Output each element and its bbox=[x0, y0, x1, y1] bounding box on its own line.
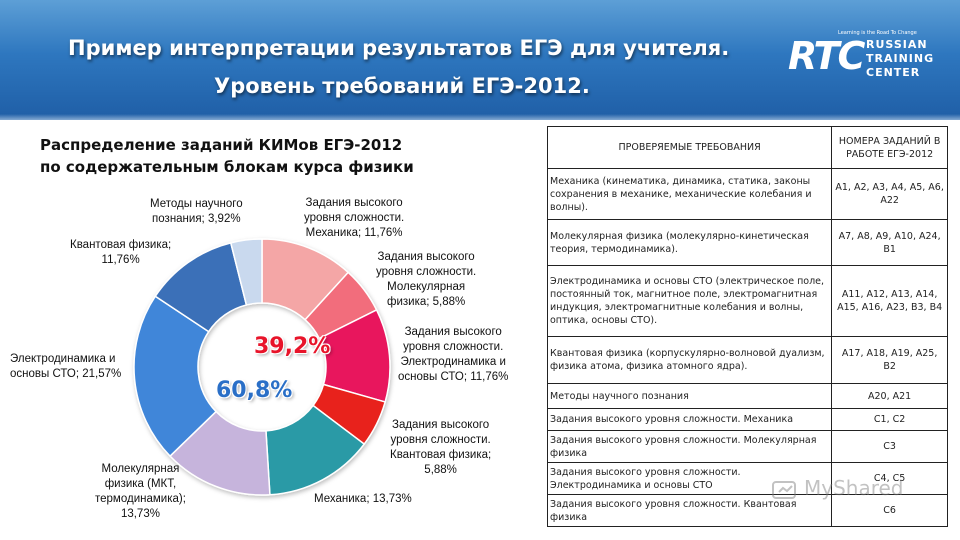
logo-word: RUSSIAN bbox=[866, 38, 928, 51]
table-row: Задания высокого уровня сложности. Квант… bbox=[546, 494, 948, 527]
row-task-numbers: А7, А8, А9, А10, А24, В1 bbox=[831, 219, 948, 266]
slice-label: Квантовая физика; 11,76% bbox=[70, 238, 171, 268]
slice-label: Методы научного познания; 3,92% bbox=[150, 197, 243, 227]
row-requirement: Задания высокого уровня сложности. Квант… bbox=[546, 494, 833, 527]
slice-label-line: Электродинамика и bbox=[400, 356, 506, 368]
table-row: Квантовая физика (корпускулярно-волновой… bbox=[546, 336, 948, 384]
slice-label-line: уровня сложности. bbox=[403, 341, 504, 353]
slice-label: Задания высокого уровня сложности. Молекул… bbox=[376, 250, 476, 310]
table-row: Задания высокого уровня сложности. Элект… bbox=[546, 462, 948, 495]
row-requirement: Квантовая физика (корпускулярно-волновой… bbox=[546, 336, 833, 384]
slice-label: Механика; 13,73% bbox=[314, 492, 412, 507]
slice-label-line: Квантовая физика; bbox=[390, 449, 492, 461]
logo-words: RUSSIAN TRAINING CENTER bbox=[866, 38, 934, 80]
slice-label-line: Задания высокого bbox=[377, 251, 475, 263]
slice-label-line: Молекулярная bbox=[387, 281, 466, 293]
slice-label-line: Методы научного bbox=[150, 198, 243, 210]
table-row: Методы научного познания А20, А21 bbox=[546, 383, 948, 409]
slice-label-line: Задания высокого bbox=[305, 197, 403, 209]
slice-label-line: 5,88% bbox=[424, 464, 457, 476]
slice-label-line: физика; 5,88% bbox=[386, 296, 466, 308]
table-row: Задания высокого уровня сложности. Молек… bbox=[546, 430, 948, 463]
slice-label-line: основы СТО; 21,57% bbox=[10, 368, 122, 380]
high-level-total-label: 39,2% bbox=[254, 334, 331, 359]
slice-label-line: 11,76% bbox=[101, 254, 140, 266]
slice-label-line: Квантовая физика; bbox=[70, 239, 172, 251]
slice-label-line: физика (МКТ, bbox=[104, 478, 177, 490]
row-task-numbers: С4, С5 bbox=[831, 462, 948, 495]
logo-word: TRAINING bbox=[866, 52, 935, 65]
pie-slice bbox=[133, 295, 218, 458]
slice-label: Задания высокого уровня сложности. Электро… bbox=[398, 325, 508, 385]
slice-label: Задания высокого уровня сложности. Квантов… bbox=[390, 418, 491, 478]
slice-label-line: уровня сложности. bbox=[390, 434, 491, 446]
row-task-numbers: С3 bbox=[831, 430, 948, 463]
header-task-numbers: НОМЕРА ЗАДАНИЙ В РАБОТЕ ЕГЭ-2012 bbox=[831, 126, 948, 169]
basic-total-label: 60,8% bbox=[216, 378, 293, 403]
slice-label-line: основы СТО; 11,76% bbox=[398, 371, 509, 383]
slice-label-line: Механика; 11,76% bbox=[305, 227, 403, 239]
table-row: Молекулярная физика (молекулярно-кинетич… bbox=[546, 219, 948, 266]
logo-tagline: Learning is the Road To Change bbox=[838, 30, 917, 36]
row-requirement: Методы научного познания bbox=[546, 383, 833, 409]
row-requirement: Механика (кинематика, динамика, статика,… bbox=[546, 168, 833, 220]
slice-label-line: термодинамика); bbox=[95, 493, 186, 505]
row-requirement: Задания высокого уровня сложности. Элект… bbox=[546, 462, 833, 495]
slice-label-line: Механика; 13,73% bbox=[314, 493, 412, 505]
header-requirements: ПРОВЕРЯЕМЫЕ ТРЕБОВАНИЯ bbox=[546, 126, 833, 169]
row-task-numbers: А20, А21 bbox=[831, 383, 948, 409]
slice-label: Молекулярная физика (МКТ, термодинамика); 1… bbox=[95, 462, 186, 522]
slice-label-line: 13,73% bbox=[120, 508, 160, 520]
row-task-numbers: С1, С2 bbox=[831, 408, 948, 431]
row-requirement: Задания высокого уровня сложности. Механ… bbox=[546, 408, 833, 431]
logo-mark: RTC bbox=[788, 34, 865, 78]
slice-label-line: Электродинамика и bbox=[10, 353, 116, 365]
row-task-numbers: С6 bbox=[831, 494, 948, 527]
table-header-row: ПРОВЕРЯЕМЫЕ ТРЕБОВАНИЯ НОМЕРА ЗАДАНИЙ В … bbox=[546, 126, 948, 169]
donut-chart bbox=[133, 238, 391, 496]
slice-label-line: познания; 3,92% bbox=[152, 213, 241, 225]
slice-label-line: Задания высокого bbox=[392, 419, 490, 431]
slice-label: Электродинамика и основы СТО; 21,57% bbox=[10, 352, 121, 382]
slice-label-line: Задания высокого bbox=[404, 326, 502, 338]
row-task-numbers: А11, А12, А13, А14, А15, А16, А23, В3, В… bbox=[831, 265, 948, 337]
chart-title-line-1: Распределение заданий КИМов ЕГЭ-2012 bbox=[40, 136, 403, 154]
table-row: Электродинамика и основы СТО (электричес… bbox=[546, 265, 948, 337]
header-banner bbox=[0, 0, 960, 120]
rtc-logo: Learning is the Road To Change RTC RUSSI… bbox=[788, 30, 948, 92]
logo-word: CENTER bbox=[866, 66, 921, 79]
watermark-text: MyShared bbox=[804, 476, 904, 500]
chart-title: Распределение заданий КИМов ЕГЭ-2012 по … bbox=[40, 134, 460, 178]
slice-label-line: уровня сложности. bbox=[304, 212, 405, 224]
row-requirement: Электродинамика и основы СТО (электричес… bbox=[546, 265, 833, 337]
requirements-table: ПРОВЕРЯЕМЫЕ ТРЕБОВАНИЯ НОМЕРА ЗАДАНИЙ В … bbox=[546, 126, 948, 527]
row-requirement: Молекулярная физика (молекулярно-кинетич… bbox=[546, 219, 833, 266]
table-row: Задания высокого уровня сложности. Механ… bbox=[546, 408, 948, 431]
slice-label: Задания высокого уровня сложности. Механик… bbox=[304, 196, 404, 241]
pie-slice bbox=[229, 238, 263, 306]
chart-title-line-2: по содержательным блокам курса физики bbox=[40, 158, 414, 176]
row-task-numbers: А1, А2, А3, А4, А5, А6, А22 bbox=[831, 168, 948, 220]
slide-title-line-1: Пример интерпретации результатов ЕГЭ для… bbox=[68, 36, 730, 60]
slide-title-line-2: Уровень требований ЕГЭ-2012. bbox=[214, 74, 590, 98]
watermark-icon bbox=[772, 481, 796, 499]
slice-label-line: Молекулярная bbox=[101, 463, 180, 475]
row-task-numbers: А17, А18, А19, А25, В2 bbox=[831, 336, 948, 384]
table-row: Механика (кинематика, динамика, статика,… bbox=[546, 168, 948, 220]
row-requirement: Задания высокого уровня сложности. Молек… bbox=[546, 430, 833, 463]
slice-label-line: уровня сложности. bbox=[376, 266, 477, 278]
